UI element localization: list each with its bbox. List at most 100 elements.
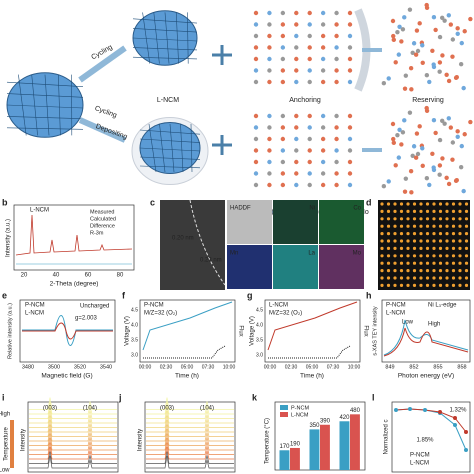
atom [433, 130, 438, 136]
atom-column [464, 217, 469, 221]
atom [450, 140, 456, 145]
atom [386, 179, 391, 184]
axes [144, 401, 236, 473]
label: Photon energy (eV) [398, 373, 454, 380]
value-label: 170 [279, 444, 290, 450]
atom-column [464, 254, 469, 258]
atom [334, 113, 339, 119]
atom-column [406, 217, 410, 221]
atom [420, 60, 425, 65]
value-label: 190 [290, 442, 301, 448]
atom [267, 10, 272, 16]
atom [462, 29, 467, 34]
axes [27, 401, 119, 473]
pattern [146, 451, 234, 464]
pattern [29, 428, 117, 442]
tick-label: 00:00 [139, 364, 152, 370]
atom-column [458, 202, 462, 206]
atom-column [438, 261, 443, 265]
atom-column [438, 232, 443, 236]
atom [294, 56, 299, 62]
atom [280, 125, 286, 130]
atom-column [458, 254, 462, 258]
atom-column [432, 283, 436, 287]
atom-column [425, 261, 430, 265]
atom [253, 33, 259, 39]
atom [459, 143, 464, 149]
atom [280, 33, 286, 39]
atom [320, 10, 326, 16]
label: (104) [200, 406, 214, 412]
atom [437, 172, 442, 177]
grain [6, 127, 84, 130]
pattern [29, 406, 117, 419]
atom-column [425, 224, 430, 228]
grain [58, 74, 61, 136]
atom [415, 151, 421, 157]
atom [320, 33, 326, 39]
atom-column [451, 246, 456, 250]
tick-label: 07:30 [327, 364, 340, 370]
tick-label: 855 [433, 364, 442, 370]
atom [267, 56, 272, 62]
atom [455, 26, 460, 31]
curve [383, 319, 469, 356]
atom-column [419, 232, 423, 236]
grain [148, 123, 157, 173]
atom-column [386, 209, 391, 213]
atom [446, 116, 451, 121]
tick-label: 3540 [100, 364, 112, 370]
atom [280, 10, 286, 16]
atom-column [386, 239, 391, 243]
atom [407, 7, 413, 12]
atom [320, 136, 326, 142]
atom [413, 52, 419, 57]
label: P-NCM [144, 303, 164, 309]
tick-label: 858 [457, 364, 466, 370]
atom [424, 73, 430, 78]
atom [307, 45, 312, 50]
atom-column [380, 239, 384, 243]
atom-column [406, 224, 410, 228]
axes [391, 401, 471, 473]
atom [320, 125, 326, 130]
atom [267, 159, 272, 165]
tick-label: 3.5 [256, 337, 263, 343]
pattern [29, 446, 117, 460]
label: Mo [353, 251, 362, 257]
atom-column [464, 239, 469, 243]
atom-column [380, 246, 384, 250]
atom-column [419, 217, 423, 221]
atom [294, 33, 299, 39]
atom-column [464, 232, 469, 236]
atom [390, 18, 396, 24]
atom-column [399, 239, 404, 243]
atom [307, 113, 312, 119]
grain [6, 93, 84, 98]
atom-column [438, 254, 443, 258]
atom [391, 37, 397, 43]
label: 1.32% [449, 408, 467, 414]
label: Calculated [90, 216, 116, 222]
atom-column [393, 254, 397, 258]
map [227, 245, 272, 289]
atom [267, 136, 272, 142]
label: (003) [160, 406, 174, 412]
pattern [146, 397, 234, 410]
atom [334, 159, 339, 165]
atom-column [399, 254, 404, 258]
atom [427, 79, 432, 85]
atom [347, 182, 353, 188]
tick-label: 3520 [74, 364, 86, 370]
atom-column [412, 224, 417, 228]
atom-column [464, 224, 469, 228]
atom [307, 171, 312, 176]
atom [307, 125, 312, 130]
atom [391, 33, 396, 39]
legend-swatch [280, 405, 288, 410]
tick-label: 849 [385, 364, 394, 370]
atom [393, 60, 398, 65]
tick-label: 02:30 [285, 364, 298, 370]
label: Magnetic field (G) [41, 373, 92, 380]
atom-column [399, 224, 404, 228]
